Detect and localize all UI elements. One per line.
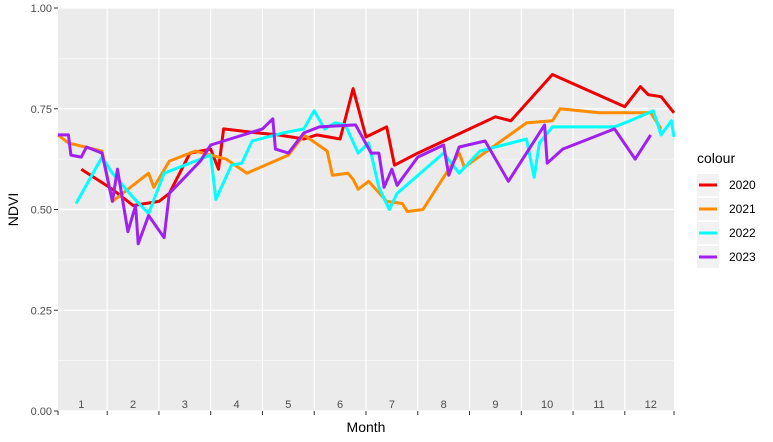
month-label: 11 [593,399,604,411]
legend: colour 2020 2021 2022 2023 [697,150,756,268]
x-axis [57,411,675,415]
month-label: 4 [234,399,240,411]
month-label: 6 [337,399,343,411]
legend-label: 2022 [729,226,756,240]
month-label: 9 [492,399,498,411]
y-tick-label: 0.50 [31,205,52,217]
series-line-2023 [58,117,652,246]
month-label: 3 [182,399,188,411]
y-axis-title: NDVI [5,193,21,226]
series-layer [57,73,676,246]
month-label: 8 [441,399,447,411]
y-tick-label: 0.00 [31,406,52,418]
month-label: 10 [541,399,553,411]
month-label: 1 [78,399,84,411]
legend-label: 2023 [729,250,756,264]
month-labels: 1 2 3 4 5 6 7 8 9 10 11 12 [78,399,657,411]
major-grid [58,7,674,412]
series-line-2020 [80,73,676,207]
legend-label: 2020 [729,178,756,192]
x-axis-title: Month [347,419,386,435]
month-label: 2 [130,399,136,411]
legend-label: 2021 [729,202,756,216]
y-tick-label: 1.00 [31,3,52,15]
month-label: 5 [285,399,291,411]
legend-title: colour [697,150,735,166]
month-label: 12 [645,399,657,411]
series-line-2022 [74,109,676,215]
month-label: 7 [389,399,395,411]
series-line-2021 [57,107,663,213]
y-tick-label: 0.25 [31,305,52,317]
y-axis: 0.00 0.25 0.50 0.75 1.00 [31,3,58,418]
y-tick-label: 0.75 [31,104,52,116]
